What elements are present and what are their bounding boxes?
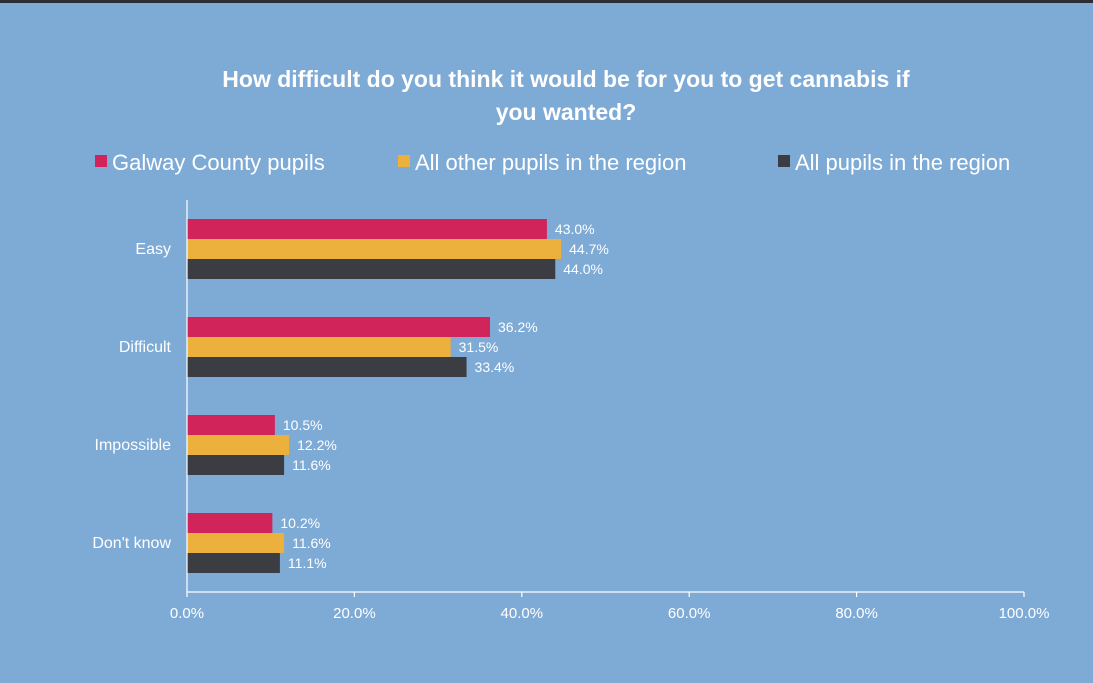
x-tick-label: 80.0%: [835, 605, 878, 622]
bar: [187, 219, 547, 239]
bar: [187, 553, 280, 573]
legend-swatch: [398, 155, 410, 167]
bar: [187, 239, 562, 259]
legend-swatch: [95, 155, 107, 167]
bar: [187, 435, 290, 455]
bar: [187, 259, 556, 279]
category-label: Don't know: [92, 535, 171, 552]
category-label: Difficult: [119, 339, 172, 356]
data-label: 33.4%: [475, 359, 515, 375]
data-label: 44.0%: [563, 261, 603, 277]
data-label: 36.2%: [498, 319, 538, 335]
legend-label: All other pupils in the region: [415, 150, 687, 175]
legend-swatch: [778, 155, 790, 167]
x-tick-label: 100.0%: [999, 605, 1050, 622]
data-label: 31.5%: [459, 339, 499, 355]
legend-label: All pupils in the region: [795, 150, 1010, 175]
data-label: 11.6%: [292, 535, 331, 551]
x-tick-label: 40.0%: [501, 605, 544, 622]
bar: [187, 533, 285, 553]
x-tick-label: 60.0%: [668, 605, 711, 622]
bar: [187, 513, 273, 533]
chart-panel: How difficult do you think it would be f…: [0, 3, 1093, 683]
data-label: 10.2%: [280, 515, 320, 531]
bar: [187, 317, 490, 337]
chart-title-line: How difficult do you think it would be f…: [222, 66, 910, 92]
x-tick-label: 0.0%: [170, 605, 204, 622]
data-label: 12.2%: [297, 437, 337, 453]
category-label: Impossible: [95, 437, 172, 454]
bar-chart: How difficult do you think it would be f…: [92, 66, 1050, 622]
bar: [187, 357, 467, 377]
category-label: Easy: [135, 241, 171, 258]
data-label: 10.5%: [283, 417, 323, 433]
data-label: 44.7%: [569, 241, 609, 257]
data-label: 43.0%: [555, 221, 595, 237]
data-label: 11.1%: [288, 555, 327, 571]
data-label: 11.6%: [292, 457, 331, 473]
bar: [187, 455, 285, 475]
chart-title-line: you wanted?: [496, 99, 637, 125]
bar: [187, 337, 451, 357]
x-tick-label: 20.0%: [333, 605, 376, 622]
legend-label: Galway County pupils: [112, 150, 325, 175]
bar: [187, 415, 275, 435]
